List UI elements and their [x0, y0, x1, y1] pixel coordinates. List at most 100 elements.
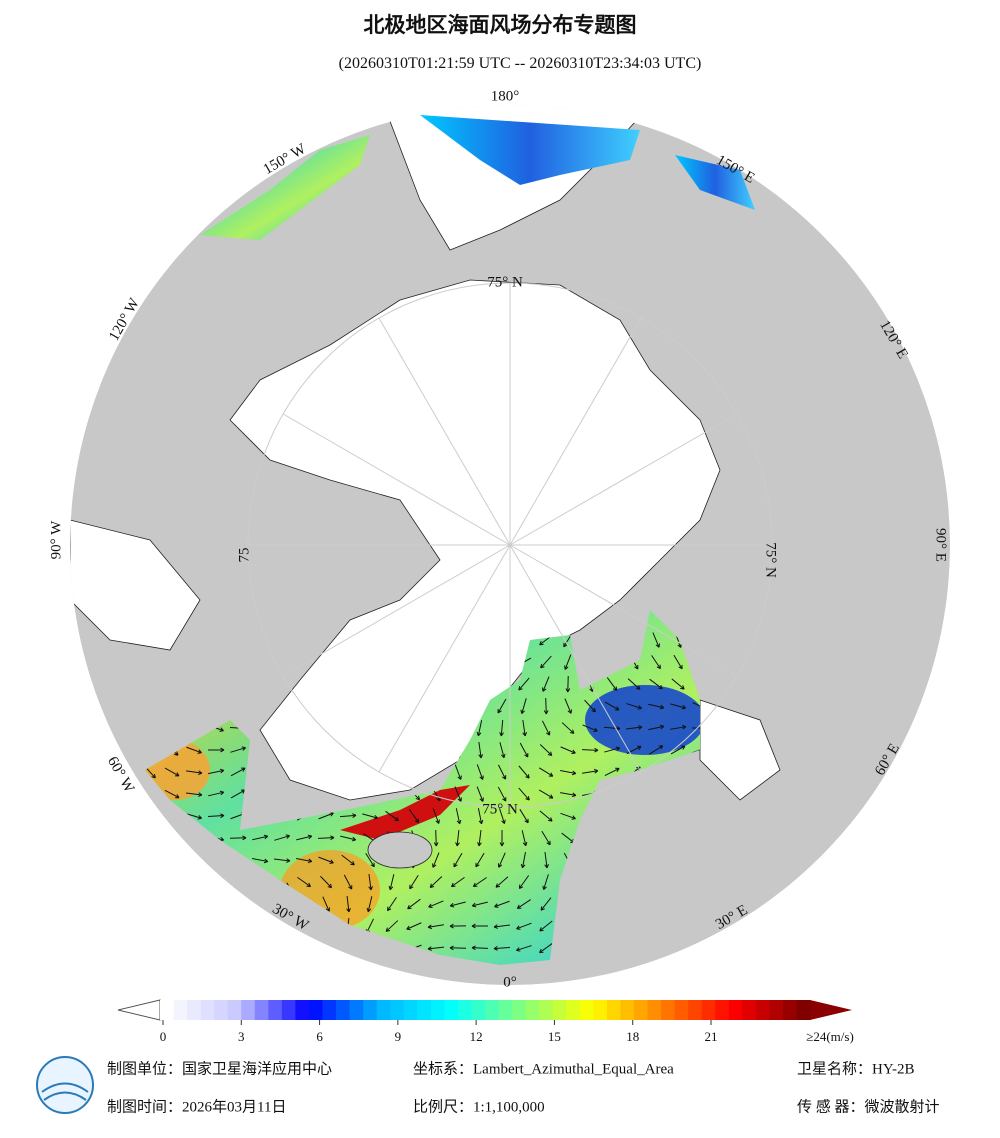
- wind-arrow: [627, 678, 641, 690]
- wind-arrow: [346, 895, 351, 913]
- footer-text: 比例尺：1:1,100,000: [413, 1098, 545, 1115]
- colorbar-tick-label: 15: [548, 1029, 561, 1044]
- wind-arrow: [301, 940, 308, 956]
- colorbar-cell: [715, 1000, 730, 1020]
- wind-arrow: [477, 829, 482, 847]
- wind-arrow: [691, 725, 700, 731]
- colorbar-cell: [376, 1000, 391, 1020]
- colorbar-cell: [390, 1000, 405, 1020]
- wind-arrow: [606, 677, 618, 691]
- wind-arrow: [234, 896, 242, 912]
- wind-arrow: [165, 942, 179, 954]
- parallel-label: 75° N: [482, 801, 518, 817]
- wind-arrow: [190, 896, 197, 913]
- wind-arrow: [584, 699, 596, 713]
- title: 北极地区海面风场分布专题图: [364, 13, 637, 37]
- wind-arrow: [454, 764, 462, 780]
- wind-arrow: [539, 920, 553, 932]
- wind-arrow: [428, 900, 444, 908]
- colorbar-cell: [525, 1000, 540, 1020]
- colorbar-cell: [227, 1000, 242, 1020]
- meridian: [282, 413, 511, 546]
- meridian: [378, 317, 511, 546]
- colorbar-low: [117, 999, 161, 1021]
- wind-arrow: [476, 764, 484, 780]
- colorbar-cell: [173, 1000, 188, 1020]
- wind-arrow: [626, 703, 642, 710]
- wind-arrow: [475, 852, 485, 868]
- wind-arrow: [539, 810, 553, 822]
- wind-arrow: [673, 654, 683, 670]
- wind-arrow: [518, 765, 530, 779]
- wind-arrow: [341, 854, 355, 866]
- colorbar-cell: [796, 1000, 811, 1020]
- wind-arrow: [147, 830, 154, 847]
- wind-arrow: [214, 895, 219, 913]
- wind-arrow: [648, 745, 664, 755]
- wind-arrow: [322, 896, 331, 912]
- wind-arrow: [164, 767, 180, 777]
- colorbar-cell: [661, 1000, 676, 1020]
- wind-arrow: [471, 923, 489, 929]
- wind-arrow: [409, 874, 419, 890]
- wind-arrow: [476, 786, 484, 802]
- colorbar-cell: [579, 1000, 594, 1020]
- parallel-label: 75° N: [763, 542, 779, 578]
- meridian: [509, 413, 738, 546]
- wind-arrow: [454, 786, 462, 802]
- meridian-label: 180°: [491, 88, 520, 104]
- wind-arrow: [538, 789, 554, 799]
- wind-arrow: [236, 939, 241, 957]
- meridian: [378, 544, 511, 773]
- colorbar-cell: [268, 1000, 283, 1020]
- wind-arrow: [692, 702, 700, 711]
- wind-arrow: [427, 924, 444, 930]
- wind-arrow: [318, 856, 334, 864]
- colorbar-cell: [295, 1000, 310, 1020]
- colorbar-cell: [200, 1000, 215, 1020]
- wind-arrow: [166, 897, 178, 911]
- wind-arrow: [478, 742, 483, 759]
- wind-arrow: [449, 923, 467, 929]
- wind-arrow: [189, 940, 199, 956]
- footer-text: 传 感 器：微波散射计: [797, 1098, 940, 1115]
- wind-arrow: [229, 835, 247, 841]
- wind-arrow: [296, 834, 313, 841]
- meridian: [509, 544, 642, 773]
- colorbar-cell: [471, 1000, 486, 1020]
- wind-arrow: [409, 809, 420, 824]
- colorbar-cell: [552, 1000, 567, 1020]
- wind-arrow: [539, 744, 553, 756]
- colorbar-cell: [322, 1000, 337, 1020]
- wind-arrow: [560, 812, 576, 820]
- colorbar-cell: [512, 1000, 527, 1020]
- wind-arrow: [519, 808, 529, 824]
- wind-arrow: [208, 790, 225, 797]
- wind-arrow: [256, 918, 264, 934]
- colorbar-cell: [214, 1000, 229, 1020]
- footer-text: 卫星名称：HY-2B: [797, 1060, 915, 1077]
- wind-arrow: [297, 876, 311, 888]
- colorbar-cell: [444, 1000, 459, 1020]
- wind-arrow: [648, 703, 665, 710]
- wind-arrow: [494, 900, 510, 908]
- wind-arrow: [257, 940, 264, 956]
- footer: 制图单位：国家卫星海洋应用中心 坐标系：Lambert_Azimuthal_Eq…: [36, 1056, 940, 1115]
- wind-arrow: [320, 875, 333, 889]
- meridian: [282, 544, 511, 677]
- wind-arrow: [564, 698, 572, 714]
- wind-arrow: [362, 813, 379, 820]
- meridian-label: 0°: [503, 974, 517, 990]
- wind-arrow: [236, 918, 242, 935]
- wind-arrow: [252, 857, 269, 864]
- colorbar-cell: [688, 1000, 703, 1020]
- wind-arrow: [671, 678, 685, 690]
- parallel-label: 75: [236, 548, 252, 563]
- subtitle: (20260310T01:21:59 UTC -- 20260310T23:34…: [339, 55, 702, 72]
- wind-arrow: [186, 746, 202, 754]
- wind-arrow: [471, 945, 489, 951]
- wind-arrow: [649, 678, 663, 690]
- wind-arrow: [544, 852, 549, 869]
- footer-text: 坐标系：Lambert_Azimuthal_Equal_Area: [413, 1060, 674, 1077]
